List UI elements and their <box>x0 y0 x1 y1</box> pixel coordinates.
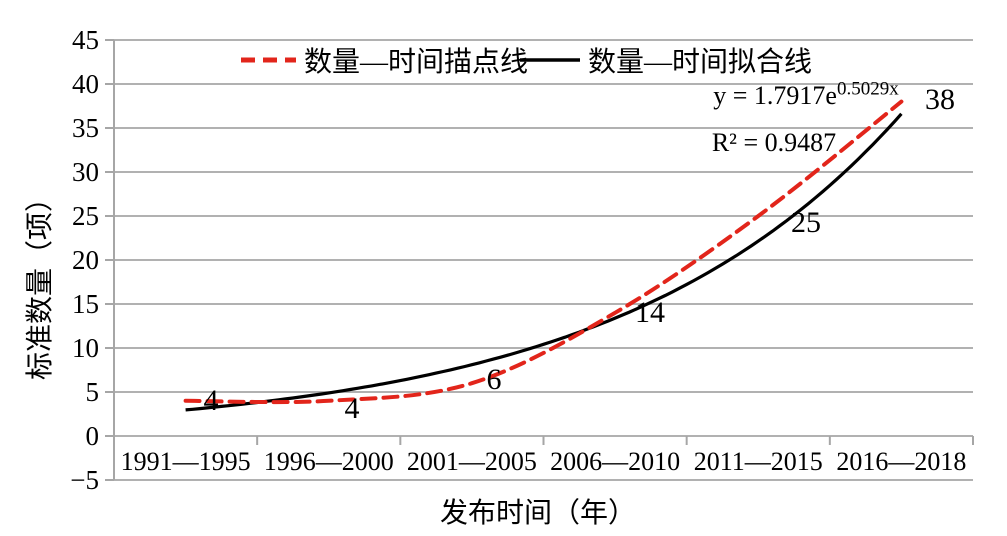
dashed-line-icon <box>241 57 296 63</box>
equation-base: y = 1.7917e <box>713 81 837 110</box>
solid-line-icon <box>520 58 580 62</box>
r-squared-annotation: R² = 0.9487 <box>711 128 837 157</box>
legend-item-plotted: 数量—时间描点线 <box>240 44 528 78</box>
equation-exponent: 0.5029x <box>836 78 899 100</box>
equation-annotation: y = 1.7917e0.5029x <box>713 78 899 111</box>
fit-line-series <box>185 112 903 412</box>
x-axis-title: 发布时间（年） <box>439 498 637 529</box>
legend-item-fit: 数量—时间拟合线 <box>519 44 812 78</box>
legend-label-fit: 数量—时间拟合线 <box>588 47 813 78</box>
plotted-line-series <box>183 99 904 405</box>
y-axis-title: 标准数量（项） <box>25 183 56 381</box>
legend-label-plotted: 数量—时间描点线 <box>304 47 529 78</box>
